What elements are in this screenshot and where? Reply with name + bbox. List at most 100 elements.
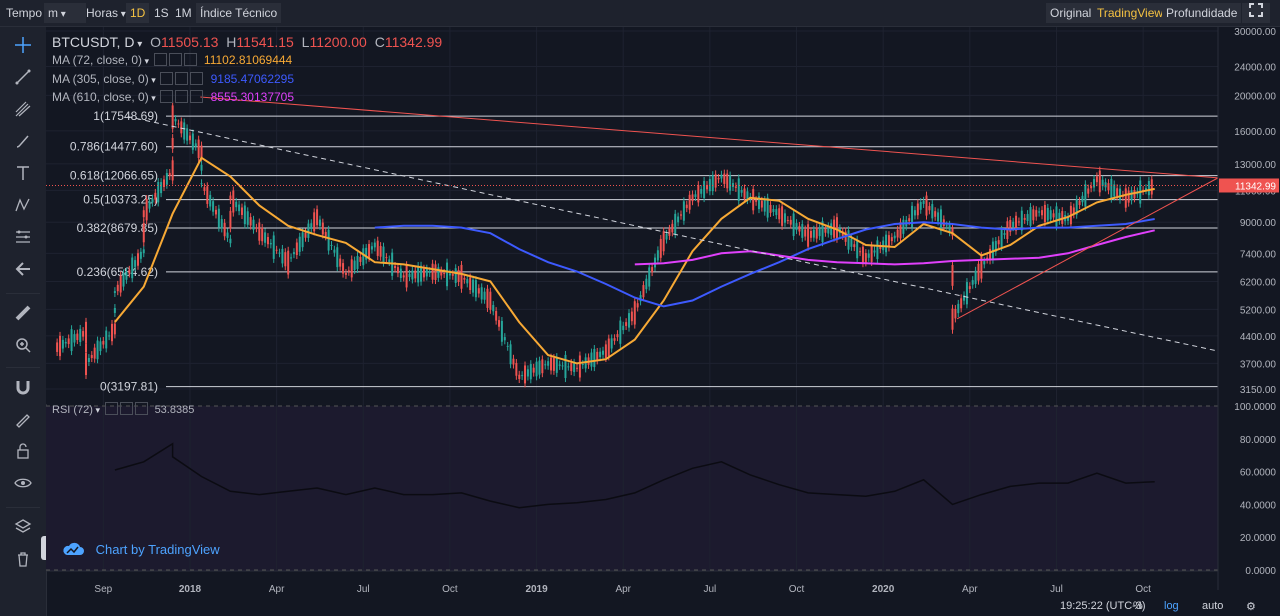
settings-icon[interactable] (175, 72, 189, 85)
settings-icon[interactable] (168, 53, 182, 66)
symbol-name[interactable]: BTCUSDT, D (52, 34, 135, 50)
pitchfork-icon[interactable] (13, 99, 33, 119)
candle-body (93, 347, 96, 359)
prediction-icon[interactable] (13, 227, 33, 247)
candle-body (723, 173, 726, 184)
close-icon[interactable] (190, 72, 204, 85)
visibility-icon[interactable] (104, 402, 118, 415)
candle-body (408, 273, 411, 278)
candle-body (867, 253, 870, 258)
crosshair-icon[interactable] (13, 35, 33, 55)
percent-toggle[interactable]: % (1133, 600, 1143, 612)
trash-icon[interactable] (13, 549, 33, 569)
candle-body (1015, 215, 1018, 231)
candle-body (295, 242, 298, 256)
indicator-lines (46, 156, 1218, 571)
candle-body (79, 328, 82, 343)
ma-305-value: 9185.47062295 (210, 72, 295, 86)
view-original-tab[interactable]: Original (1046, 3, 1096, 23)
magnet-icon[interactable] (13, 377, 33, 397)
close-icon[interactable] (134, 402, 148, 415)
visibility-icon[interactable] (160, 90, 174, 103)
interval-1m-button[interactable]: 1M (175, 6, 192, 20)
ruler-icon[interactable] (13, 303, 33, 323)
sidebar-collapse-handle[interactable] (41, 536, 49, 560)
auto-toggle[interactable]: auto (1202, 600, 1224, 612)
candle-body (766, 197, 769, 218)
candle-body (145, 198, 148, 221)
back-arrow-icon[interactable] (13, 259, 33, 279)
settings-icon[interactable] (175, 90, 189, 103)
candle-body (226, 232, 229, 238)
hours-dropdown[interactable]: Horas (82, 3, 130, 23)
candle-body (1147, 181, 1150, 196)
dashed-trend-line (127, 116, 1219, 352)
candle-body (1078, 200, 1081, 205)
ma-72-legend[interactable]: MA (72, close, 0) ▾ 11102.81069444 (52, 53, 293, 67)
candle-body (604, 344, 607, 358)
visibility-icon[interactable] (160, 72, 174, 85)
lock-icon[interactable] (13, 441, 33, 461)
brush-icon[interactable] (13, 131, 33, 151)
indicators-button[interactable]: Índice Técnico (196, 3, 282, 23)
candle-body (633, 301, 636, 325)
candle-body (113, 307, 116, 313)
tradingview-credit[interactable]: Chart by TradingView (62, 542, 220, 557)
candle-body (818, 228, 821, 237)
zoom-in-icon[interactable] (13, 335, 33, 355)
candle-body (1087, 188, 1090, 194)
candle-body (1061, 211, 1064, 224)
log-toggle[interactable]: log (1164, 600, 1179, 612)
fullscreen-icon[interactable] (1242, 3, 1270, 23)
layers-icon[interactable] (13, 517, 33, 537)
text-tool-icon[interactable] (13, 163, 33, 183)
candle-body (469, 277, 472, 291)
candle-body (463, 277, 466, 280)
candle-body (893, 235, 896, 239)
view-tradingview-tab[interactable]: TradingView (1093, 3, 1168, 23)
ma-305-legend[interactable]: MA (305, close, 0) ▾ 9185.47062295 (52, 72, 295, 86)
rsi-tick-label: 60.0000 (1240, 468, 1277, 479)
candle-body (951, 227, 954, 236)
time-unit-dropdown[interactable]: m (44, 3, 86, 23)
candle-body (619, 320, 622, 344)
gear-icon[interactable]: ⚙ (1246, 601, 1256, 613)
rsi-legend[interactable]: RSI (72) ▾ 53.8385 (52, 402, 195, 416)
time-label: Tempo (6, 6, 43, 20)
candle-body (668, 228, 671, 236)
view-depth-tab[interactable]: Profundidade (1162, 3, 1242, 23)
candle-body (772, 208, 775, 212)
candle-body (500, 320, 503, 342)
candle-body (284, 252, 287, 267)
eye-icon[interactable] (13, 473, 33, 493)
trend-line-icon[interactable] (13, 67, 33, 87)
grid (46, 27, 1218, 570)
candle-body (454, 268, 457, 283)
candle-body (272, 235, 275, 259)
candle-body (573, 362, 576, 373)
interval-1s-button[interactable]: 1S (154, 6, 169, 20)
candle-body (73, 334, 76, 343)
lock-drawing-icon[interactable] (13, 409, 33, 429)
time-tick-label: Jul (703, 584, 716, 595)
settings-icon[interactable] (119, 402, 133, 415)
candle-body (498, 320, 501, 327)
candle-body (180, 121, 183, 134)
candle-body (971, 280, 974, 285)
interval-1d-button[interactable]: 1D (126, 3, 150, 23)
close-icon[interactable] (190, 90, 204, 103)
candle-body (648, 267, 651, 287)
visibility-icon[interactable] (153, 53, 167, 66)
candle-body (945, 225, 948, 227)
candle-body (171, 137, 174, 149)
pattern-icon[interactable] (13, 195, 33, 215)
candle-body (232, 190, 235, 213)
ma-610-legend[interactable]: MA (610, close, 0) ▾ 8555.30137705 (52, 90, 295, 104)
candle-body (809, 230, 812, 238)
candle-body (113, 291, 116, 293)
candle-body (639, 295, 642, 302)
candle-body (434, 264, 437, 281)
price-chart[interactable]: 1(17548.69) 0.786(14477.60) 0.618(12066.65… (46, 27, 1280, 616)
close-icon[interactable] (183, 53, 197, 66)
fib-level-label: 1(17548.69) (93, 109, 158, 123)
